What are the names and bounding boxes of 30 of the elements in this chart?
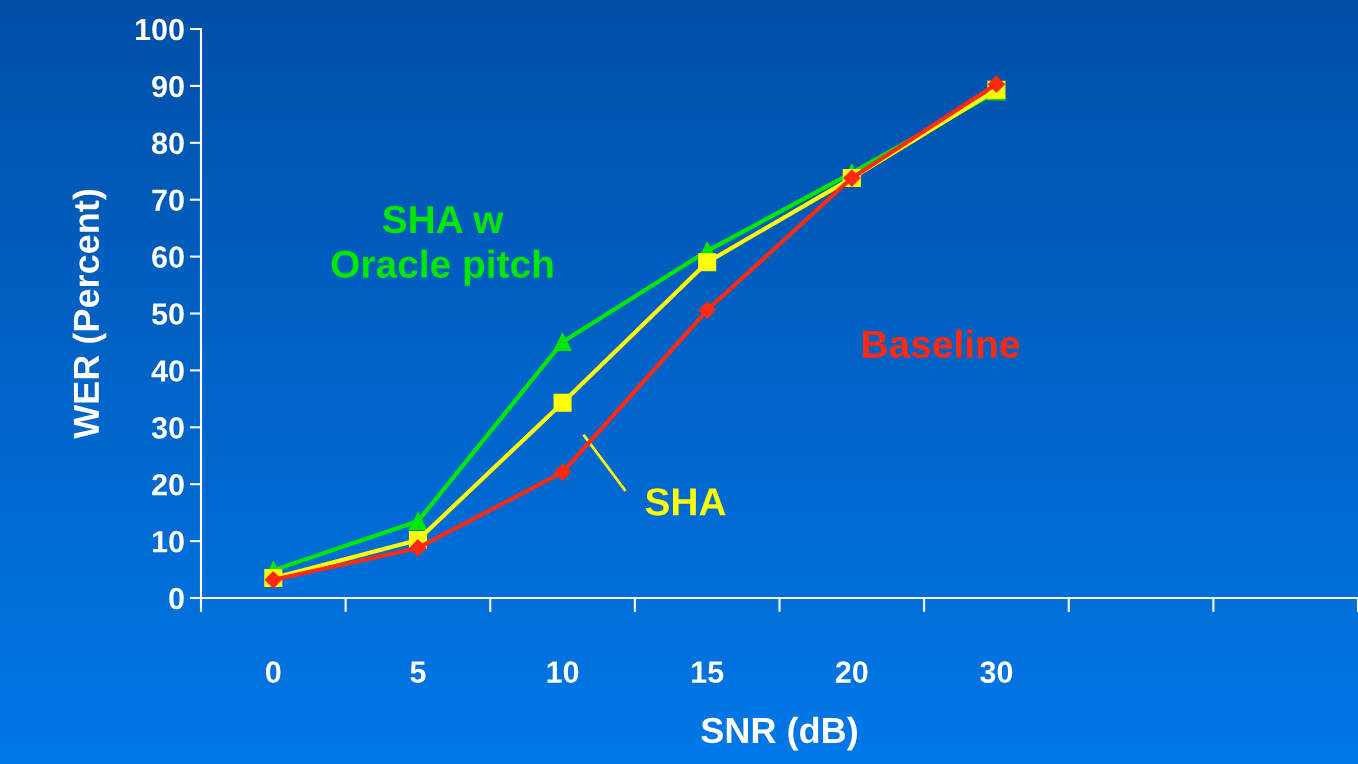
text: SHA <box>645 488 726 516</box>
series-label: SHA w Oracle pitch <box>331 205 553 286</box>
y-tick-label: 70 <box>152 189 184 212</box>
y-tick-label: 30 <box>151 417 184 439</box>
y-tick-label: 100 <box>135 18 184 41</box>
point <box>408 512 427 531</box>
y-tick-label: 40 <box>151 360 184 382</box>
x-tick-label: 30 <box>980 661 1013 683</box>
point <box>698 301 716 319</box>
y-tick-label: 60 <box>152 246 184 268</box>
y-tick-label: 50 <box>151 303 184 325</box>
y-tick-label: 80 <box>152 132 184 155</box>
x-tick-label: 15 <box>692 661 724 683</box>
x-axis-title: SNR (dB) <box>701 716 857 751</box>
y-tick-label: 90 <box>152 75 184 98</box>
point <box>409 539 427 557</box>
point <box>554 463 572 481</box>
y-tick-label: 0 <box>169 587 184 610</box>
point <box>698 253 717 272</box>
y-tick-label: 20 <box>152 473 184 496</box>
text: Baseline <box>863 329 1020 359</box>
y-tick-label: 10 <box>152 530 184 553</box>
x-tick-label: 0 <box>266 661 281 683</box>
point <box>553 393 572 412</box>
x-tick-label: 10 <box>547 661 579 683</box>
point <box>553 332 572 351</box>
y-axis-title: WER (Percent) <box>72 189 107 439</box>
x-tick-label: 5 <box>410 661 426 683</box>
point <box>987 75 1005 93</box>
x-tick-label: 20 <box>835 661 868 683</box>
